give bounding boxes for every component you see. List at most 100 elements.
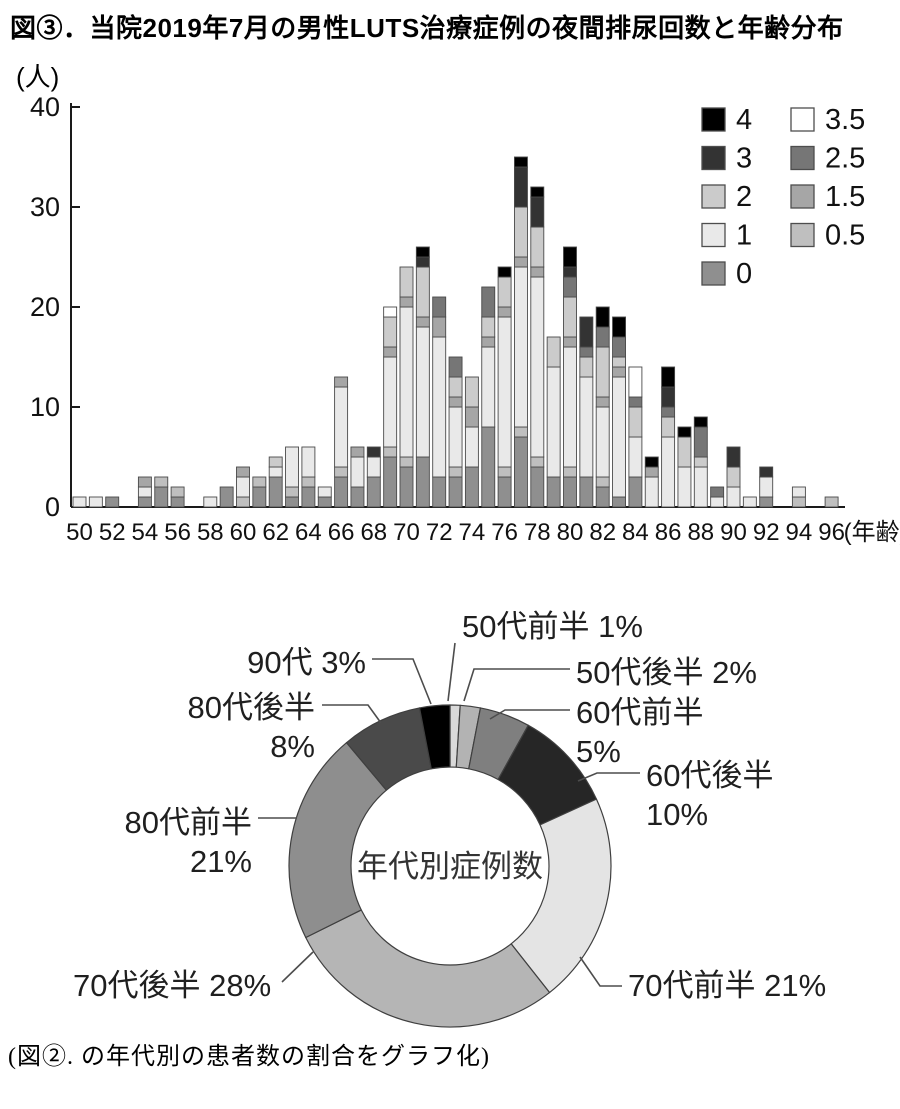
legend-swatch xyxy=(701,145,726,171)
bar-segment xyxy=(415,266,430,318)
donut-center-label: 年代別症例数 xyxy=(357,849,543,884)
bar-segment xyxy=(481,316,496,338)
bar-segment xyxy=(693,416,708,428)
legend-label: 2.5 xyxy=(825,143,865,175)
bar-segment xyxy=(563,476,577,508)
bar-age-68 xyxy=(366,446,381,508)
bar-segment xyxy=(579,346,594,358)
bar-segment xyxy=(677,426,692,438)
donut-callout-pct: 8% xyxy=(270,729,315,764)
bar-age-76 xyxy=(497,266,512,508)
bar-segment xyxy=(350,486,365,508)
legend-item: 3.5 xyxy=(790,104,865,136)
bar-segment xyxy=(497,466,512,478)
bar-segment xyxy=(693,466,708,508)
x-tick-label: 76 xyxy=(491,519,518,546)
bar-segment xyxy=(563,276,577,298)
bar-segment xyxy=(415,456,430,508)
donut-callout-label: 60代後半 xyxy=(646,758,773,793)
bar-segment xyxy=(661,416,676,438)
bar-segment xyxy=(448,396,463,408)
x-tick-label: 84 xyxy=(622,519,649,546)
bar-segment xyxy=(595,396,610,408)
y-tick-label: 40 xyxy=(30,92,60,122)
bar-segment xyxy=(334,376,349,388)
bar-segment xyxy=(791,486,806,498)
legend-swatch xyxy=(790,222,815,248)
bar-segment xyxy=(563,466,577,478)
bar-segment xyxy=(448,376,463,398)
bar-segment xyxy=(661,386,676,408)
bar-segment xyxy=(334,466,349,478)
x-tick-label: 94 xyxy=(786,519,813,546)
bar-age-94 xyxy=(791,486,806,508)
bar-segment xyxy=(644,476,659,508)
bar-segment xyxy=(726,446,741,468)
bar-segment xyxy=(530,186,545,198)
bar-age-82 xyxy=(595,306,610,508)
bar-segment xyxy=(366,476,381,508)
bar-segment xyxy=(72,496,87,508)
bar-age-59 xyxy=(219,486,234,508)
bar-segment xyxy=(595,306,610,328)
legend-item: 1 xyxy=(701,220,752,252)
bar-age-65 xyxy=(317,486,332,508)
bar-segment xyxy=(317,496,332,508)
figure-title: 図③．当院2019年7月の男性LUTS治療症例の夜間排尿回数と年齢分布 xyxy=(10,13,844,43)
bar-segment xyxy=(448,466,463,478)
donut-leader-line xyxy=(447,642,456,702)
bar-segment xyxy=(366,456,381,478)
x-axis-unit-label: (年齢) xyxy=(844,519,900,546)
bar-age-92 xyxy=(759,466,774,508)
x-tick-label: 72 xyxy=(426,519,453,546)
bar-segment xyxy=(644,456,659,468)
legend-item: 1.5 xyxy=(790,181,865,213)
bar-segment xyxy=(432,476,447,508)
bar-segment xyxy=(137,496,152,508)
x-tick-label: 74 xyxy=(459,519,486,546)
bar-segment xyxy=(448,476,463,508)
bar-segment xyxy=(546,336,561,368)
bar-segment xyxy=(563,296,577,338)
bar-segment xyxy=(530,226,545,268)
bar-segment xyxy=(285,496,299,508)
bar-segment xyxy=(383,356,398,448)
bar-age-85 xyxy=(644,456,659,508)
bar-segment xyxy=(546,366,561,478)
bar-segment xyxy=(595,346,610,398)
bar-segment xyxy=(399,306,414,458)
bar-segment xyxy=(530,456,545,468)
bar-segment xyxy=(464,426,479,468)
bar-segment xyxy=(415,256,430,268)
bar-segment xyxy=(415,326,430,458)
legend-label: 1.5 xyxy=(825,181,865,213)
bar-age-61 xyxy=(252,476,267,508)
legend-swatch xyxy=(701,261,726,286)
donut-leader-line xyxy=(579,956,622,987)
legend-label: 4 xyxy=(736,104,752,136)
x-tick-label: 88 xyxy=(687,519,714,546)
x-tick-label: 80 xyxy=(557,519,584,546)
bar-segment xyxy=(726,466,741,488)
bar-segment xyxy=(154,486,169,508)
donut-callout-label: 90代 3% xyxy=(247,645,366,680)
bar-segment xyxy=(350,456,365,488)
bar-segment xyxy=(383,316,398,348)
legend-item: 0.5 xyxy=(790,220,865,252)
bar-segment xyxy=(514,436,528,508)
bar-age-64 xyxy=(301,446,316,508)
bar-age-73 xyxy=(448,356,463,508)
legend-label: 3.5 xyxy=(825,104,865,136)
x-tick-label: 54 xyxy=(132,519,159,546)
bar-segment xyxy=(383,446,398,458)
bar-segment xyxy=(301,446,316,478)
legend-label: 1 xyxy=(736,220,752,252)
bar-segment xyxy=(350,446,365,458)
bar-segment xyxy=(612,376,626,498)
bar-segment xyxy=(514,166,528,208)
bar-segment xyxy=(693,426,708,458)
donut-callout-label: 50代後半 2% xyxy=(576,655,757,690)
bar-age-75 xyxy=(481,286,496,508)
bar-segment xyxy=(628,436,643,478)
